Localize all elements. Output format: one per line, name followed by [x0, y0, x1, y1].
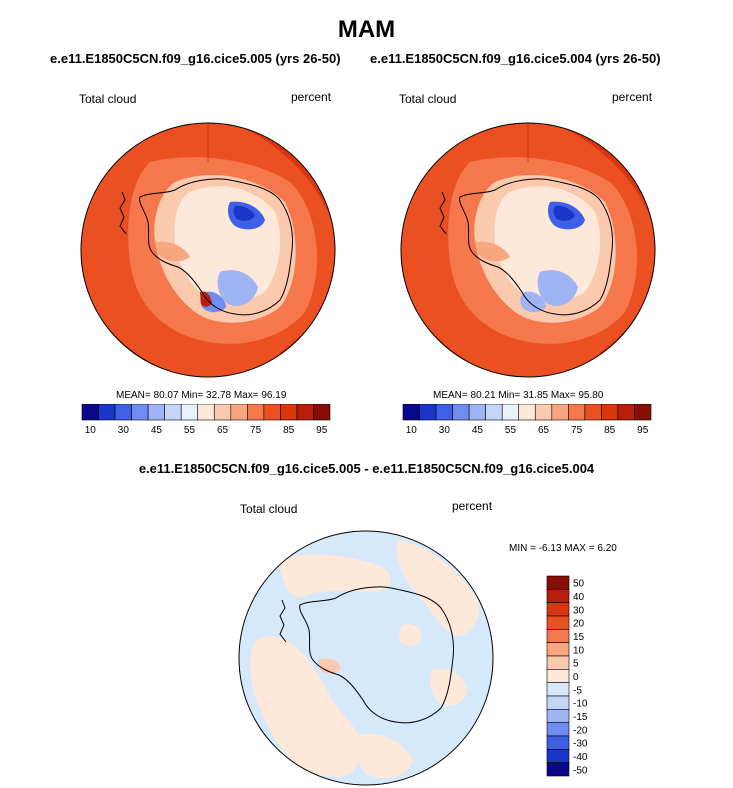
right-colorbar-box-6	[501, 404, 520, 421]
right-colorbar-tick-label: 65	[538, 425, 550, 436]
left-colorbar-tick-label: 75	[250, 425, 262, 436]
right-colorbar-tick-label: 55	[505, 425, 517, 436]
season-title: MAM	[337, 16, 396, 43]
left-colorbar-box-2	[114, 404, 132, 421]
left-colorbar-box-4	[147, 404, 165, 421]
left-colorbar-box-14	[313, 404, 331, 421]
difference-cloud-map	[238, 530, 494, 786]
left-colorbar-box-10	[247, 404, 265, 421]
diff-colorbar-box-14	[546, 762, 570, 777]
diff-colorbar-box-10	[546, 709, 570, 723]
left-colorbar-box-1	[98, 404, 116, 421]
diff-stats: MIN = -6.13 MAX = 6.20	[509, 543, 617, 554]
right-colorbar-box-2	[435, 404, 453, 421]
right-colorbar-box-7	[518, 404, 536, 421]
diff-colorbar-tick-label: -50	[573, 765, 588, 776]
diff-colorbar-box-2	[546, 602, 570, 617]
left-colorbar-box-5	[164, 404, 182, 421]
left-colorbar-tick-label: 85	[283, 425, 295, 436]
right-colorbar-box-8	[534, 404, 553, 421]
right-colorbar-tick-label: 10	[406, 425, 418, 436]
diff-units-label: percent	[452, 499, 493, 513]
diff-colorbar-box-11	[546, 722, 570, 737]
diff-colorbar-tick-label: 30	[573, 605, 585, 616]
right-units-label: percent	[612, 90, 653, 104]
left-colorbar-tick-label: 95	[316, 425, 328, 436]
diff-colorbar-box-9	[546, 695, 570, 710]
right-colorbar-box-14	[634, 404, 652, 421]
right-colorbar-tick-label: 85	[604, 425, 616, 436]
diff-colorbar-tick-label: 0	[573, 672, 579, 683]
left-colorbar-tick-label: 30	[118, 425, 130, 436]
left-colorbar-box-6	[180, 404, 199, 421]
left-colorbar: 10 30 45 55 65 75 85 95	[81, 404, 331, 436]
right-colorbar-box-4	[468, 404, 486, 421]
diff-colorbar-box-1	[546, 589, 570, 603]
left-colorbar-box-9	[230, 404, 248, 421]
diff-colorbar-tick-label: -5	[573, 685, 582, 696]
right-colorbar-box-9	[551, 404, 569, 421]
right-colorbar-box-10	[568, 404, 586, 421]
diff-colorbar-tick-label: -10	[573, 699, 588, 710]
left-colorbar-box-8	[213, 404, 232, 421]
diff-colorbar-tick-label: 10	[573, 645, 585, 656]
difference-title: e.e11.E1850C5CN.f09_g16.cice5.005 - e.e1…	[138, 461, 595, 476]
left-colorbar-box-11	[263, 404, 281, 421]
diff-colorbar-box-6	[546, 655, 570, 670]
right-colorbar-box-3	[452, 404, 470, 421]
diff-colorbar-box-4	[546, 629, 570, 643]
diff-colorbar-box-13	[546, 749, 570, 763]
left-colorbar-box-7	[197, 404, 215, 421]
diff-colorbar-box-12	[546, 735, 570, 750]
right-colorbar-tick-label: 95	[637, 425, 649, 436]
right-colorbar: 10 30 45 55 65 75 85 95	[402, 404, 652, 436]
diff-colorbar-box-7	[546, 669, 570, 683]
right-colorbar-box-13	[617, 404, 635, 421]
left-colorbar-box-13	[296, 404, 314, 421]
diff-variable-label: Total cloud	[240, 502, 298, 516]
left-colorbar-tick-label: 55	[184, 425, 196, 436]
left-variable-label: Total cloud	[79, 92, 137, 106]
diff-colorbar-box-8	[546, 682, 570, 697]
right-colorbar-box-0	[402, 404, 420, 421]
diff-colorbar-tick-label: 5	[573, 659, 579, 670]
right-stats: MEAN= 80.21 Min= 31.85 Max= 95.80	[433, 390, 604, 401]
left-colorbar-box-3	[131, 404, 149, 421]
right-colorbar-tick-label: 45	[472, 425, 484, 436]
right-colorbar-box-5	[485, 404, 503, 421]
left-cloud-map	[80, 122, 336, 378]
diff-colorbar-tick-label: -20	[573, 725, 588, 736]
diff-colorbar-tick-label: 50	[573, 579, 585, 590]
left-case-title: e.e11.E1850C5CN.f09_g16.cice5.005 (yrs 2…	[50, 51, 341, 66]
diff-colorbar-tick-label: -40	[573, 752, 588, 763]
diff-colorbar-tick-label: -30	[573, 739, 588, 750]
left-colorbar-tick-label: 65	[217, 425, 229, 436]
diff-colorbar-tick-label: 40	[573, 592, 585, 603]
diff-colorbar-box-0	[546, 575, 570, 590]
left-stats: MEAN= 80.07 Min= 32.78 Max= 96.19	[116, 390, 287, 401]
diff-colorbar-tick-label: -15	[573, 712, 588, 723]
right-case-title: e.e11.E1850C5CN.f09_g16.cice5.004 (yrs 2…	[370, 51, 661, 66]
diff-colorbar-tick-label: 20	[573, 619, 585, 630]
left-units-label: percent	[291, 90, 332, 104]
left-colorbar-tick-label: 10	[85, 425, 97, 436]
left-colorbar-box-0	[81, 404, 99, 421]
left-colorbar-tick-label: 45	[151, 425, 163, 436]
right-cloud-map	[400, 122, 656, 378]
right-colorbar-box-12	[601, 404, 619, 421]
right-colorbar-tick-label: 75	[571, 425, 583, 436]
right-colorbar-box-11	[584, 404, 602, 421]
left-colorbar-box-12	[280, 404, 298, 421]
right-variable-label: Total cloud	[399, 92, 457, 106]
right-colorbar-tick-label: 30	[439, 425, 451, 436]
diff-colorbar-tick-label: 15	[573, 632, 585, 643]
diff-colorbar-box-5	[546, 642, 570, 657]
right-colorbar-box-1	[419, 404, 437, 421]
diff-colorbar-box-3	[546, 615, 570, 630]
